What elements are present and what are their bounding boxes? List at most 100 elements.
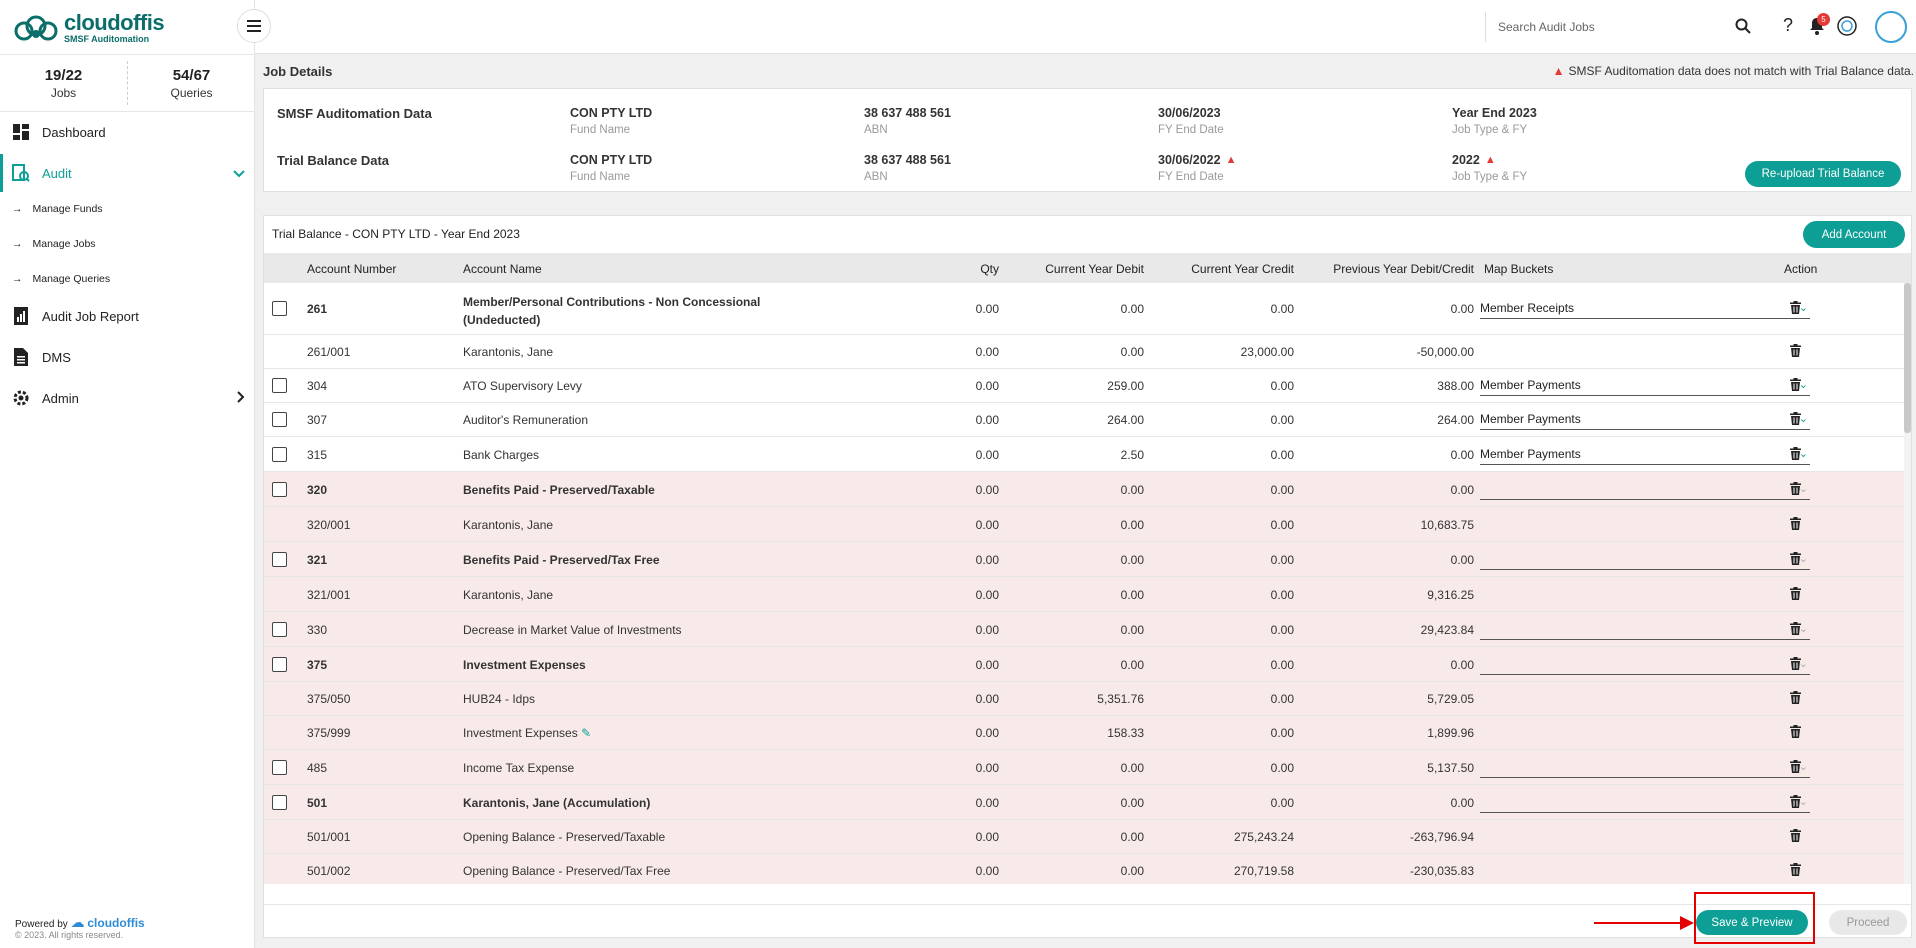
row-checkbox[interactable] [272, 760, 287, 775]
delete-icon[interactable] [1790, 378, 1801, 394]
avatar[interactable] [1875, 11, 1907, 43]
row-checkbox[interactable] [272, 301, 287, 316]
help-icon[interactable]: ? [1783, 15, 1794, 35]
row-checkbox[interactable] [272, 622, 287, 637]
value: CON PTY LTD [570, 106, 653, 120]
delete-icon[interactable] [1790, 344, 1801, 360]
row-checkbox[interactable] [272, 447, 287, 462]
map-bucket-select[interactable]: ⌄ [1480, 482, 1810, 500]
table-row[interactable]: 485 Income Tax Expense 0.00 0.00 0.00 5,137.5… [264, 750, 1904, 785]
arrow-right-icon: → [12, 273, 23, 285]
topbar: Search Audit Jobs ? 5 [237, 0, 1916, 54]
edit-pencil-icon[interactable]: ✎ [581, 726, 592, 740]
col-account-number[interactable]: Account Number [307, 262, 397, 276]
table-row[interactable]: 501/002 Opening Balance - Preserved/Tax F… [264, 854, 1904, 884]
menu-toggle-button[interactable] [237, 9, 271, 43]
table-row[interactable]: 501/001 Opening Balance - Preserved/Taxab… [264, 820, 1904, 854]
delete-icon[interactable] [1790, 412, 1801, 428]
add-account-button[interactable]: Add Account [1803, 221, 1905, 248]
table-row[interactable]: 375 Investment Expenses 0.00 0.00 0.00 0.00 ⌄ [264, 647, 1904, 682]
map-bucket-select[interactable]: ⌄ [1480, 622, 1810, 640]
sidebar-item-dashboard[interactable]: Dashboard [0, 113, 255, 151]
table-row[interactable]: 320 Benefits Paid - Preserved/Taxable 0.00… [264, 472, 1904, 507]
sidebar-item-manage-queries[interactable]: → Manage Queries [12, 273, 110, 285]
col-qty[interactable]: Qty [980, 262, 999, 276]
brand-logo[interactable]: cloudoffis SMSF Auditomation [14, 10, 165, 46]
table-row[interactable]: 261/001 Karantonis, Jane 0.00 0.00 23,000.00… [264, 335, 1904, 369]
chevron-down-icon: ⌄ [1798, 483, 1808, 495]
table-row[interactable]: 320/001 Karantonis, Jane 0.00 0.00 0.00 10,68… [264, 507, 1904, 542]
map-bucket-select[interactable]: Member Receipts ⌄ [1480, 301, 1810, 319]
map-bucket-select[interactable]: ⌄ [1480, 795, 1810, 813]
table-row[interactable]: 304 ATO Supervisory Levy 0.00 259.00 0.00 388… [264, 369, 1904, 403]
delete-icon[interactable] [1790, 301, 1801, 317]
vertical-scrollbar[interactable] [1904, 283, 1911, 884]
sidebar-item-dms[interactable]: DMS [0, 338, 255, 376]
row-checkbox[interactable] [272, 482, 287, 497]
qty-cell: 0.00 [975, 726, 999, 740]
delete-icon[interactable] [1790, 863, 1801, 879]
sub-label: Job Type & FY [1452, 124, 1528, 136]
delete-icon[interactable] [1790, 691, 1801, 707]
delete-icon[interactable] [1790, 829, 1801, 845]
delete-icon[interactable] [1790, 622, 1801, 638]
delete-icon[interactable] [1790, 447, 1801, 463]
col-current-year-debit[interactable]: Current Year Debit [1045, 262, 1144, 276]
col-previous-year[interactable]: Previous Year Debit/Credit [1333, 262, 1474, 276]
delete-icon[interactable] [1790, 760, 1801, 776]
table-row[interactable]: 315 Bank Charges 0.00 2.50 0.00 0.00 Member Pa… [264, 437, 1904, 472]
queries-stat[interactable]: 54/67 Queries [128, 55, 255, 111]
table-row[interactable]: 375/999 Investment Expenses ✎ 0.00 158.33 0.… [264, 716, 1904, 750]
col-current-year-credit[interactable]: Current Year Credit [1191, 262, 1294, 276]
delete-icon[interactable] [1790, 725, 1801, 741]
col-map-buckets[interactable]: Map Buckets [1484, 262, 1554, 276]
previous-year-cell: 388.00 [1437, 379, 1474, 393]
row-checkbox[interactable] [272, 795, 287, 810]
delete-icon[interactable] [1790, 552, 1801, 568]
col-account-name[interactable]: Account Name [463, 262, 542, 276]
sidebar-item-label: Dashboard [42, 124, 106, 140]
notification-bell[interactable]: 5 [1809, 13, 1830, 40]
row-checkbox[interactable] [272, 412, 287, 427]
map-bucket-select[interactable]: Member Payments ⌄ [1480, 447, 1810, 465]
delete-icon[interactable] [1790, 795, 1801, 811]
sidebar-item-manage-funds[interactable]: → Manage Funds [12, 203, 103, 215]
sidebar-item-audit-job-report[interactable]: Audit Job Report [0, 297, 255, 335]
table-row[interactable]: 501 Karantonis, Jane (Accumulation) 0.00 0.… [264, 785, 1904, 820]
save-preview-button[interactable]: Save & Preview [1696, 910, 1808, 935]
jobs-stat[interactable]: 19/22 Jobs [0, 61, 128, 105]
map-bucket-select[interactable]: ⌄ [1480, 657, 1810, 675]
map-bucket-select[interactable]: Member Payments ⌄ [1480, 412, 1810, 430]
sidebar-item-audit[interactable]: Audit [0, 154, 255, 192]
table-row[interactable]: 321 Benefits Paid - Preserved/Tax Free 0.0… [264, 542, 1904, 577]
reupload-trial-balance-button[interactable]: Re-upload Trial Balance [1745, 161, 1901, 187]
account-number: 261/001 [307, 345, 351, 359]
chevron-right-icon[interactable] [237, 390, 245, 406]
search-icon[interactable] [1735, 18, 1751, 37]
delete-icon[interactable] [1790, 517, 1801, 533]
table-row[interactable]: 307 Auditor's Remuneration 0.00 264.00 0.00 2… [264, 403, 1904, 437]
sidebar-item-manage-jobs[interactable]: → Manage Jobs [12, 238, 96, 250]
map-bucket-select[interactable]: ⌄ [1480, 552, 1810, 570]
table-row[interactable]: 321/001 Karantonis, Jane 0.00 0.00 0.00 9,316… [264, 577, 1904, 612]
chevron-down-icon[interactable] [233, 166, 245, 181]
search-input[interactable]: Search Audit Jobs [1485, 12, 1755, 42]
table-row[interactable]: 375/050 HUB24 - Idps 0.00 5,351.76 0.00 5,729… [264, 682, 1904, 716]
map-bucket-select[interactable]: ⌄ [1480, 760, 1810, 778]
delete-icon[interactable] [1790, 657, 1801, 673]
proceed-button[interactable]: Proceed [1829, 910, 1907, 935]
account-name-text: Opening Balance - Preserved/Tax Free [463, 864, 671, 878]
sync-icon[interactable] [1835, 14, 1859, 43]
scrollbar-thumb[interactable] [1904, 283, 1911, 433]
table-row[interactable]: 261 Member/Personal Contributions - Non C… [264, 283, 1904, 335]
map-bucket-select[interactable]: Member Payments ⌄ [1480, 378, 1810, 396]
table-row[interactable]: 330 Decrease in Market Value of Investmen… [264, 612, 1904, 647]
row-checkbox[interactable] [272, 657, 287, 672]
arrow-right-icon: → [12, 203, 23, 215]
current-debit-cell: 0.00 [1120, 761, 1144, 775]
delete-icon[interactable] [1790, 482, 1801, 498]
sidebar-item-admin[interactable]: Admin [0, 379, 255, 417]
row-checkbox[interactable] [272, 552, 287, 567]
row-checkbox[interactable] [272, 378, 287, 393]
delete-icon[interactable] [1790, 587, 1801, 603]
